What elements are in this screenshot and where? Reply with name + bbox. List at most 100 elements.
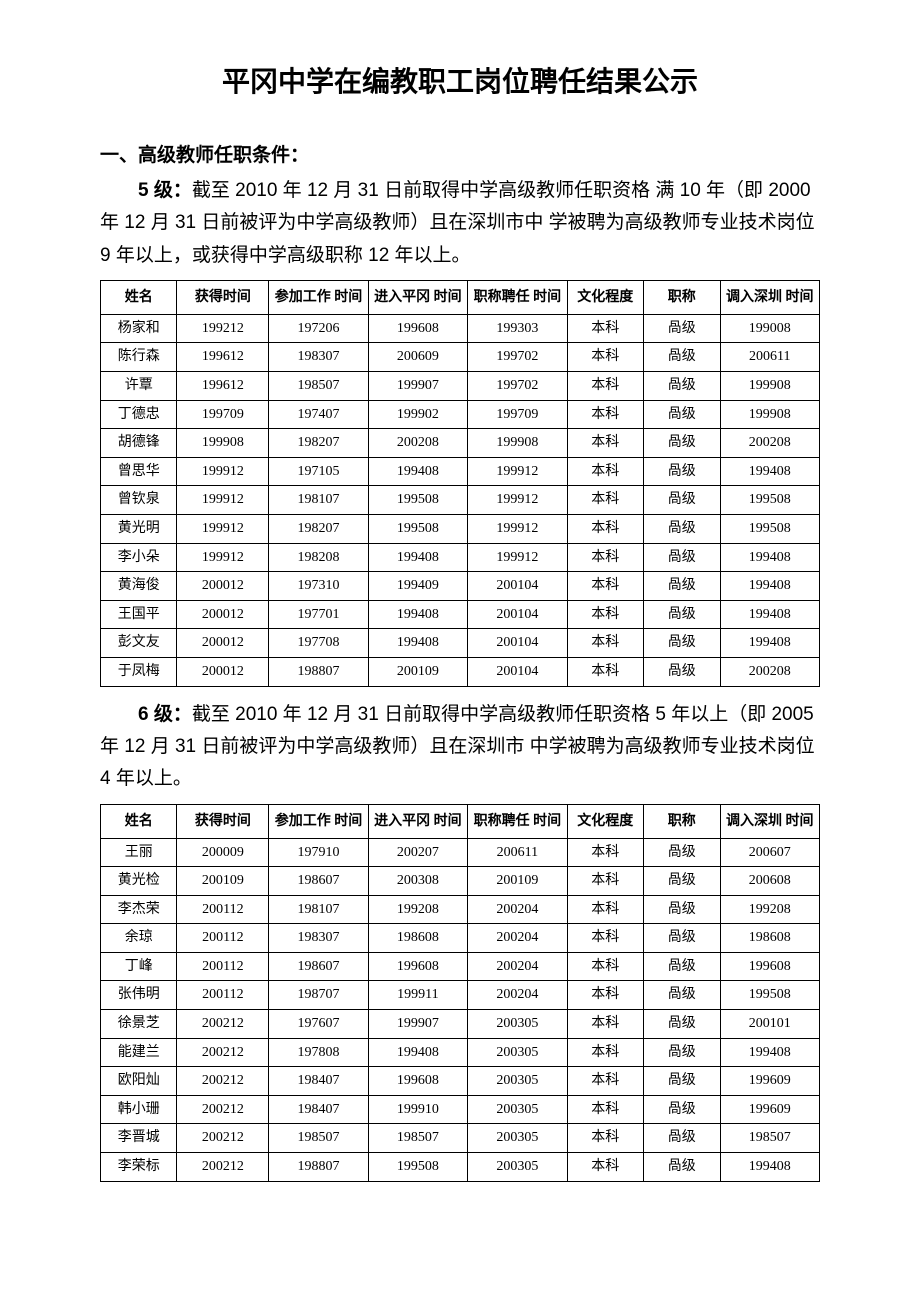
col-sz-time: 调入深圳 时间 bbox=[720, 280, 819, 314]
table-cell: 198407 bbox=[269, 1095, 368, 1124]
table-cell: 200204 bbox=[468, 952, 567, 981]
table-cell: 198107 bbox=[269, 486, 368, 515]
table-cell: 199912 bbox=[468, 543, 567, 572]
table-row: 黄海俊200012197310199409200104本科咼级199408 bbox=[101, 572, 820, 601]
table-cell: 黄海俊 bbox=[101, 572, 177, 601]
table-cell: 198507 bbox=[269, 1124, 368, 1153]
col-education: 文化程度 bbox=[567, 804, 643, 838]
table-row: 黄光明199912198207199508199912本科咼级199508 bbox=[101, 515, 820, 544]
table-cell: 198307 bbox=[269, 924, 368, 953]
table-cell: 199612 bbox=[177, 372, 269, 401]
table-row: 余琼200112198307198608200204本科咼级198608 bbox=[101, 924, 820, 953]
table-cell: 199408 bbox=[368, 629, 467, 658]
table-cell: 199408 bbox=[720, 543, 819, 572]
table-cell: 198507 bbox=[269, 372, 368, 401]
table-cell: 199508 bbox=[720, 486, 819, 515]
table-cell: 200101 bbox=[720, 1010, 819, 1039]
table-cell: 200611 bbox=[468, 838, 567, 867]
table-cell: 199608 bbox=[368, 952, 467, 981]
level5-table: 姓名 获得时间 参加工作 时间 进入平冈 时间 职称聘任 时间 文化程度 职称 … bbox=[100, 280, 820, 687]
table-row: 徐景芝200212197607199907200305本科咼级200101 bbox=[101, 1010, 820, 1039]
table-row: 曾钦泉199912198107199508199912本科咼级199508 bbox=[101, 486, 820, 515]
table-row: 李杰荣200112198107199208200204本科咼级199208 bbox=[101, 895, 820, 924]
table-cell: 200609 bbox=[368, 343, 467, 372]
table-cell: 200305 bbox=[468, 1067, 567, 1096]
table-cell: 200308 bbox=[368, 867, 467, 896]
table-cell: 199608 bbox=[720, 952, 819, 981]
table-cell: 咼级 bbox=[644, 1067, 720, 1096]
table-cell: 曾钦泉 bbox=[101, 486, 177, 515]
table-cell: 199912 bbox=[177, 457, 269, 486]
table-cell: 199508 bbox=[368, 515, 467, 544]
table-cell: 200212 bbox=[177, 1095, 269, 1124]
col-rank: 职称 bbox=[644, 804, 720, 838]
table-cell: 咼级 bbox=[644, 1010, 720, 1039]
table-cell: 199508 bbox=[720, 515, 819, 544]
col-obtain-time: 获得时间 bbox=[177, 804, 269, 838]
table-cell: 本科 bbox=[567, 1095, 643, 1124]
table-cell: 200608 bbox=[720, 867, 819, 896]
table-cell: 199408 bbox=[720, 1153, 819, 1182]
table-cell: 咼级 bbox=[644, 543, 720, 572]
table-cell: 曾思华 bbox=[101, 457, 177, 486]
table-cell: 本科 bbox=[567, 895, 643, 924]
table-row: 能建兰200212197808199408200305本科咼级199408 bbox=[101, 1038, 820, 1067]
table-cell: 李晋城 bbox=[101, 1124, 177, 1153]
table-cell: 200012 bbox=[177, 600, 269, 629]
table-cell: 本科 bbox=[567, 429, 643, 458]
table-cell: 197206 bbox=[269, 314, 368, 343]
table-cell: 199702 bbox=[468, 343, 567, 372]
col-enter-time: 进入平冈 时间 bbox=[368, 804, 467, 838]
table-cell: 199408 bbox=[368, 1038, 467, 1067]
table-cell: 199912 bbox=[177, 486, 269, 515]
col-title-time: 职称聘任 时间 bbox=[468, 280, 567, 314]
table-cell: 本科 bbox=[567, 343, 643, 372]
table-cell: 197708 bbox=[269, 629, 368, 658]
table-cell: 199408 bbox=[720, 572, 819, 601]
table-cell: 200109 bbox=[368, 658, 467, 687]
table-cell: 本科 bbox=[567, 314, 643, 343]
table-cell: 咼级 bbox=[644, 343, 720, 372]
table-cell: 199408 bbox=[720, 629, 819, 658]
table-cell: 本科 bbox=[567, 600, 643, 629]
table-cell: 咼级 bbox=[644, 629, 720, 658]
table-cell: 197607 bbox=[269, 1010, 368, 1039]
level6-text: 截至 2010 年 12 月 31 日前取得中学高级教师任职资格 5 年以上（即… bbox=[100, 704, 815, 790]
table-cell: 200207 bbox=[368, 838, 467, 867]
table-cell: 199409 bbox=[368, 572, 467, 601]
table-cell: 200208 bbox=[720, 658, 819, 687]
table-cell: 199508 bbox=[720, 981, 819, 1010]
table-row: 王国平200012197701199408200104本科咼级199408 bbox=[101, 600, 820, 629]
table-cell: 200212 bbox=[177, 1153, 269, 1182]
table-row: 李晋城200212198507198507200305本科咼级198507 bbox=[101, 1124, 820, 1153]
table-cell: 本科 bbox=[567, 1010, 643, 1039]
table-cell: 咼级 bbox=[644, 314, 720, 343]
table-cell: 198107 bbox=[269, 895, 368, 924]
table-cell: 200012 bbox=[177, 658, 269, 687]
table-cell: 199508 bbox=[368, 486, 467, 515]
table-cell: 200112 bbox=[177, 981, 269, 1010]
level5-label: 5 级： bbox=[138, 180, 192, 201]
table-row: 黄光检200109198607200308200109本科咼级200608 bbox=[101, 867, 820, 896]
table-cell: 200204 bbox=[468, 895, 567, 924]
table-cell: 咼级 bbox=[644, 981, 720, 1010]
table-cell: 咼级 bbox=[644, 1095, 720, 1124]
table-cell: 200104 bbox=[468, 658, 567, 687]
table-cell: 199910 bbox=[368, 1095, 467, 1124]
table-cell: 199008 bbox=[720, 314, 819, 343]
table-cell: 本科 bbox=[567, 838, 643, 867]
table-cell: 200611 bbox=[720, 343, 819, 372]
table-cell: 本科 bbox=[567, 924, 643, 953]
level5-text: 截至 2010 年 12 月 31 日前取得中学高级教师任职资格 满 10 年（… bbox=[100, 180, 815, 266]
table-cell: 本科 bbox=[567, 629, 643, 658]
table-row: 于凤梅200012198807200109200104本科咼级200208 bbox=[101, 658, 820, 687]
table-cell: 咼级 bbox=[644, 429, 720, 458]
level6-table: 姓名 获得时间 参加工作 时间 进入平冈 时间 职称聘任 时间 文化程度 职称 … bbox=[100, 804, 820, 1182]
table-cell: 199911 bbox=[368, 981, 467, 1010]
table-cell: 咼级 bbox=[644, 924, 720, 953]
table-cell: 198608 bbox=[368, 924, 467, 953]
table-cell: 本科 bbox=[567, 658, 643, 687]
table-row: 胡德锋199908198207200208199908本科咼级200208 bbox=[101, 429, 820, 458]
table-cell: 199609 bbox=[720, 1067, 819, 1096]
table-cell: 咼级 bbox=[644, 486, 720, 515]
